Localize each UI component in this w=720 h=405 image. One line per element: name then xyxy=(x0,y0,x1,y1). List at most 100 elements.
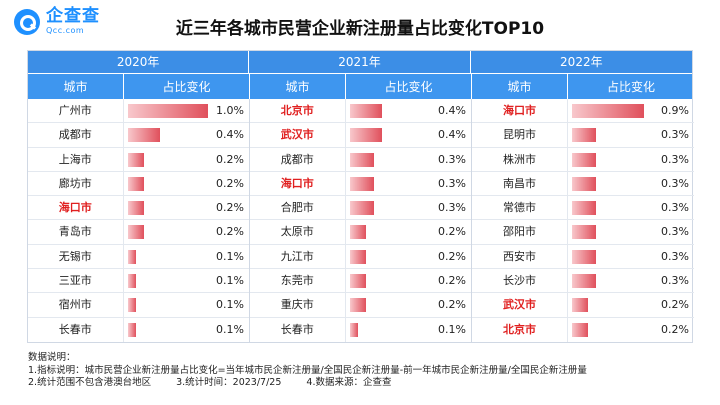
table-row: 武汉市 0.2% xyxy=(472,293,694,318)
change-value: 0.4% xyxy=(438,104,466,117)
header-group: 城市 占比变化 xyxy=(250,74,472,99)
change-value: 0.2% xyxy=(438,225,466,239)
city-name: 廊坊市 xyxy=(28,171,124,196)
change-bar xyxy=(572,201,596,216)
change-value: 0.2% xyxy=(216,176,244,190)
table-row: 长春市 0.1% xyxy=(250,317,471,342)
column-header-row: 城市 占比变化 城市 占比变化 城市 占比变化 xyxy=(28,73,692,99)
change-bar xyxy=(349,322,358,337)
year-label: 2020年 xyxy=(28,51,250,73)
change-cell: 0.4% xyxy=(124,123,249,146)
city-name: 昆明市 xyxy=(472,123,568,147)
change-value: 0.3% xyxy=(438,152,466,166)
city-name: 邵阳市 xyxy=(472,220,568,244)
change-value: 0.3% xyxy=(661,201,689,215)
note-line-2-4: 2.统计范围不包含港澳台地区 3.统计时间：2023/7/25 4.数据来源：企… xyxy=(28,377,587,390)
change-cell: 0.2% xyxy=(346,293,471,316)
change-cell: 0.3% xyxy=(568,269,694,292)
change-value: 0.2% xyxy=(438,249,466,263)
change-value: 0.2% xyxy=(661,322,689,336)
change-cell: 0.1% xyxy=(346,318,471,342)
change-bar xyxy=(127,298,136,313)
change-bar xyxy=(127,128,160,143)
note-line-3: 3.统计时间：2023/7/25 xyxy=(176,377,282,388)
city-name: 宿州市 xyxy=(28,293,124,317)
change-cell: 0.3% xyxy=(568,148,694,171)
change-value: 0.3% xyxy=(661,274,689,288)
change-cell: 0.4% xyxy=(346,99,471,122)
table-row: 广州市 1.0% xyxy=(28,99,249,124)
header-city: 城市 xyxy=(250,74,346,99)
change-value: 0.2% xyxy=(438,274,466,288)
change-cell: 0.3% xyxy=(346,196,471,219)
table-row: 海口市 0.3% xyxy=(250,171,471,197)
table-row: 东莞市 0.2% xyxy=(250,269,471,294)
change-bar xyxy=(127,104,208,118)
table-row: 上海市 0.2% xyxy=(28,147,249,172)
table-row: 九江市 0.2% xyxy=(250,244,471,270)
change-bar xyxy=(349,274,366,289)
change-value: 0.1% xyxy=(216,249,244,263)
city-name: 东莞市 xyxy=(250,269,346,293)
change-value: 0.3% xyxy=(661,152,689,166)
change-cell: 0.2% xyxy=(124,196,249,219)
change-cell: 0.1% xyxy=(124,245,249,268)
note-line-1: 1.指标说明：城市民营企业新注册量占比变化=当年城市民企新注册量/全国民企新注册… xyxy=(28,364,587,376)
notes-heading: 数据说明： xyxy=(28,352,76,363)
city-name: 三亚市 xyxy=(28,269,124,293)
change-value: 0.2% xyxy=(216,152,244,166)
city-name: 武汉市 xyxy=(250,123,346,147)
change-cell: 0.2% xyxy=(124,148,249,171)
table-row: 昆明市 0.3% xyxy=(472,123,694,148)
city-name: 北京市 xyxy=(472,317,568,342)
change-cell: 0.1% xyxy=(124,269,249,292)
header-change: 占比变化 xyxy=(124,74,250,99)
table-row: 合肥市 0.3% xyxy=(250,196,471,221)
change-bar xyxy=(127,322,136,337)
change-value: 0.3% xyxy=(661,225,689,239)
table-body: 广州市 1.0% 成都市 0.4% 上海市 0.2% 廊坊市 0.2% 海口市 0.2% 青岛市 0.… xyxy=(28,99,694,342)
city-name: 长春市 xyxy=(250,317,346,342)
table-row: 无锡市 0.1% xyxy=(28,244,249,270)
change-value: 0.3% xyxy=(438,201,466,215)
page-title: 近三年各城市民营企业新注册量占比变化TOP10 xyxy=(175,19,545,39)
change-cell: 0.2% xyxy=(124,220,249,243)
year-label: 2021年 xyxy=(249,51,471,73)
change-value: 0.9% xyxy=(661,104,689,117)
table-row: 南昌市 0.3% xyxy=(472,171,694,197)
table-row: 武汉市 0.4% xyxy=(250,123,471,148)
change-value: 0.1% xyxy=(438,322,466,336)
change-bar xyxy=(572,225,596,240)
data-notes: 数据说明： 1.指标说明：城市民营企业新注册量占比变化=当年城市民企新注册量/全… xyxy=(28,352,587,390)
change-bar xyxy=(572,322,588,337)
city-name: 长春市 xyxy=(28,317,124,342)
change-bar xyxy=(349,152,374,167)
change-cell: 0.3% xyxy=(568,172,694,195)
city-name: 无锡市 xyxy=(28,244,124,269)
change-value: 0.1% xyxy=(216,322,244,336)
change-value: 0.1% xyxy=(216,298,244,312)
change-value: 0.4% xyxy=(216,128,244,142)
city-name: 北京市 xyxy=(250,99,346,123)
change-bar xyxy=(349,104,382,118)
city-name: 海口市 xyxy=(472,99,568,123)
table-row: 宿州市 0.1% xyxy=(28,293,249,318)
city-name: 武汉市 xyxy=(472,293,568,317)
city-name: 成都市 xyxy=(28,123,124,147)
change-bar xyxy=(349,201,374,216)
change-value: 0.2% xyxy=(216,201,244,215)
change-cell: 0.2% xyxy=(124,172,249,195)
table-row: 成都市 0.4% xyxy=(28,123,249,148)
change-value: 0.3% xyxy=(661,176,689,190)
city-name: 重庆市 xyxy=(250,293,346,317)
change-cell: 0.3% xyxy=(568,123,694,146)
city-name: 九江市 xyxy=(250,244,346,269)
table-row: 西安市 0.3% xyxy=(472,244,694,270)
change-cell: 0.2% xyxy=(346,245,471,268)
change-bar xyxy=(127,274,136,289)
change-cell: 1.0% xyxy=(124,99,249,122)
city-name: 青岛市 xyxy=(28,220,124,244)
change-value: 0.2% xyxy=(216,225,244,239)
change-bar xyxy=(127,176,144,191)
city-name: 海口市 xyxy=(28,196,124,220)
